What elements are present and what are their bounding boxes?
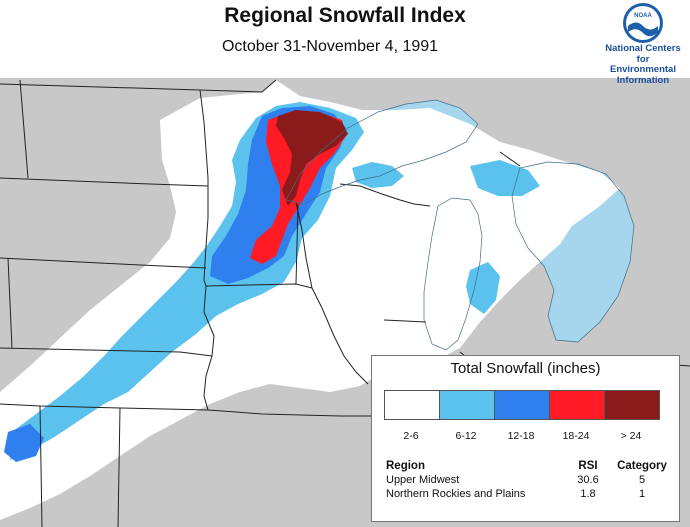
legend-label-6-12: 6-12 bbox=[455, 430, 477, 442]
legend-range-labels: 2-6 6-12 12-18 18-24 > 24 bbox=[384, 430, 658, 444]
snowfall-2-6-region bbox=[0, 80, 620, 520]
ncei-line-3: Information bbox=[616, 74, 670, 86]
legend-label-2-6: 2-6 bbox=[403, 430, 419, 442]
table-row: Northern Rockies and Plains 1.8 1 bbox=[386, 487, 671, 501]
legend-swatch-6-12 bbox=[440, 391, 495, 419]
row-region: Upper Midwest bbox=[386, 474, 460, 486]
col-header-category: Category bbox=[617, 460, 667, 472]
legend-label-over-24: > 24 bbox=[620, 430, 642, 442]
row-rsi: 1.8 bbox=[580, 488, 596, 500]
snowfall-6-12-patch-east bbox=[352, 162, 404, 188]
legend-swatch-12-18 bbox=[495, 391, 550, 419]
legend-title: Total Snowfall (inches) bbox=[450, 360, 601, 377]
snowfall-6-12-patch-up bbox=[470, 160, 540, 196]
legend-label-18-24: 18-24 bbox=[562, 430, 590, 442]
snowfall-12-18-patch-sw bbox=[4, 424, 44, 462]
col-header-rsi: RSI bbox=[578, 460, 598, 472]
row-category: 5 bbox=[638, 474, 646, 486]
state-boundaries bbox=[0, 79, 690, 527]
header: Regional Snowfall Index October 31-Novem… bbox=[0, 0, 690, 85]
legend-swatch-2-6 bbox=[385, 391, 440, 419]
legend-panel: Total Snowfall (inches) 2-6 6-12 12-18 1… bbox=[371, 355, 680, 522]
date-range-subtitle: October 31-November 4, 1991 bbox=[221, 38, 439, 55]
row-category: 1 bbox=[638, 488, 646, 500]
rsi-table-header: Region RSI Category bbox=[386, 459, 671, 473]
ncei-logo-text: National Centers for Environmental Infor… bbox=[598, 43, 688, 86]
rsi-table: Region RSI Category Upper Midwest 30.6 5… bbox=[386, 459, 671, 501]
noaa-logo-icon: NOAA bbox=[623, 3, 663, 43]
lake-outlines bbox=[285, 99, 635, 351]
snowfall-6-12-patch-mi bbox=[466, 262, 500, 314]
legend-label-12-18: 12-18 bbox=[507, 430, 535, 442]
legend-color-bar bbox=[384, 390, 660, 420]
col-header-region: Region bbox=[386, 460, 425, 472]
ncei-line-1: National Centers for bbox=[605, 43, 681, 65]
legend-swatch-over-24 bbox=[605, 391, 659, 419]
ncei-line-2: Environmental bbox=[610, 64, 676, 75]
row-region: Northern Rockies and Plains bbox=[386, 488, 526, 500]
row-rsi: 30.6 bbox=[577, 474, 599, 486]
legend-swatch-18-24 bbox=[550, 391, 605, 419]
ncei-logo: NOAA National Centers for Environmental … bbox=[598, 2, 688, 85]
page-title: Regional Snowfall Index bbox=[224, 4, 466, 27]
table-row: Upper Midwest 30.6 5 bbox=[386, 473, 671, 487]
noaa-mark-text: NOAA bbox=[634, 13, 652, 19]
snowfall-over-24-region bbox=[276, 110, 348, 206]
